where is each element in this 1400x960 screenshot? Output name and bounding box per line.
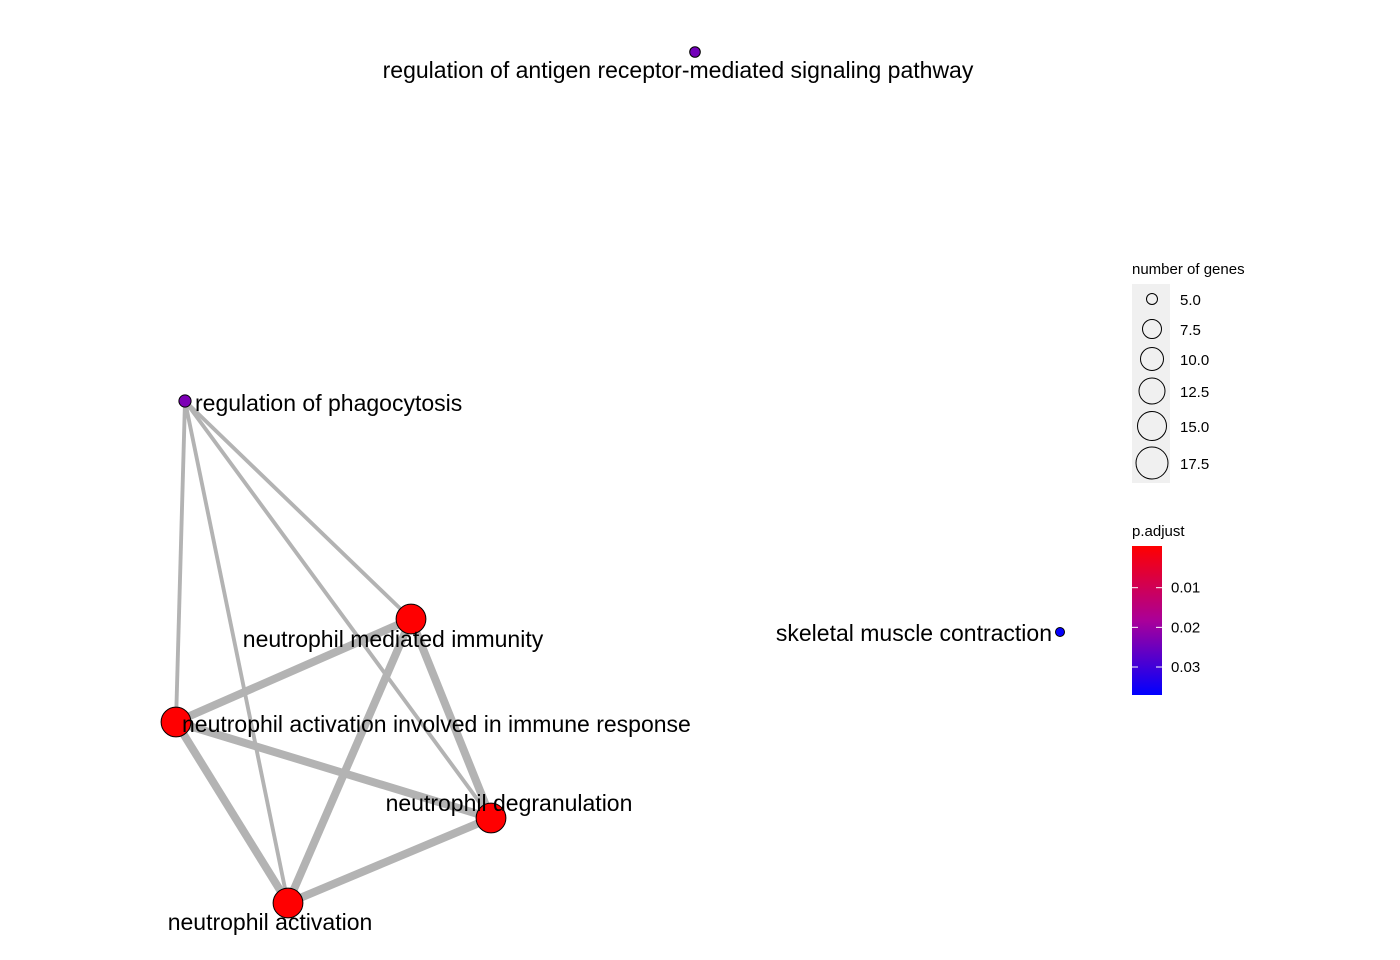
label-layer: regulation of antigen receptor-mediated … xyxy=(168,57,1052,935)
legend-size-key xyxy=(1140,347,1164,371)
legend-p-adjust: p.adjust 0.01 0.02 0.03 xyxy=(1132,523,1200,695)
legend-color-title: p.adjust xyxy=(1132,523,1185,540)
edge-phago-nact xyxy=(183,400,290,904)
node-nmi xyxy=(395,603,427,635)
node-label-nair: neutrophil activation involved in immune… xyxy=(182,711,691,737)
legend-size-label: 17.5 xyxy=(1180,456,1209,473)
edge-phago-nair xyxy=(174,400,187,723)
edge-nmi-nair xyxy=(174,615,413,726)
edge-phago-nmi xyxy=(183,399,413,621)
edge-nair-nact xyxy=(172,719,292,906)
node-label-skel: skeletal muscle contraction xyxy=(776,620,1052,646)
node-nair xyxy=(160,706,192,738)
node-label-antigen: regulation of antigen receptor-mediated … xyxy=(383,57,974,83)
node-nact xyxy=(272,887,304,919)
node-label-nmi: neutrophil mediated immunity xyxy=(243,626,544,652)
legend-number-of-genes: number of genes 5.0 7.5 10.0 12.5 15.0 17.5 xyxy=(1132,261,1245,483)
node-skel xyxy=(1055,627,1065,637)
node-ndeg xyxy=(475,802,507,834)
legend-size-key xyxy=(1137,411,1167,441)
legend-color-label: 0.02 xyxy=(1171,619,1200,636)
node-label-nact: neutrophil activation xyxy=(168,909,373,935)
legend-size-label: 5.0 xyxy=(1180,292,1201,309)
edge-layer xyxy=(172,399,495,907)
legend-color-label: 0.01 xyxy=(1171,580,1200,597)
legend-size-label: 10.0 xyxy=(1180,352,1209,369)
node-antigen xyxy=(689,46,701,58)
legend-size-title: number of genes xyxy=(1132,261,1245,278)
edge-nair-ndeg xyxy=(174,718,493,822)
edge-nmi-ndeg xyxy=(407,617,495,820)
legend-color-label: 0.03 xyxy=(1171,659,1200,676)
edge-ndeg-nact xyxy=(286,814,493,907)
node-phago xyxy=(178,394,192,408)
legend-size-key xyxy=(1135,446,1169,480)
legend-size-label: 7.5 xyxy=(1180,322,1201,339)
legend-size-key xyxy=(1138,377,1166,405)
edge-nmi-nact xyxy=(284,617,415,905)
legend-size-panel xyxy=(1132,284,1170,483)
legend-size-key xyxy=(1142,319,1162,339)
legend-size-key xyxy=(1146,293,1158,305)
legend-size-label: 15.0 xyxy=(1180,419,1209,436)
legend-size-label: 12.5 xyxy=(1180,384,1209,401)
edge-phago-ndeg xyxy=(183,399,493,820)
legend-colorbar xyxy=(1132,546,1162,695)
node-label-ndeg: neutrophil degranulation xyxy=(386,790,633,816)
node-label-phago: regulation of phagocytosis xyxy=(195,390,462,416)
node-layer xyxy=(160,46,1065,919)
